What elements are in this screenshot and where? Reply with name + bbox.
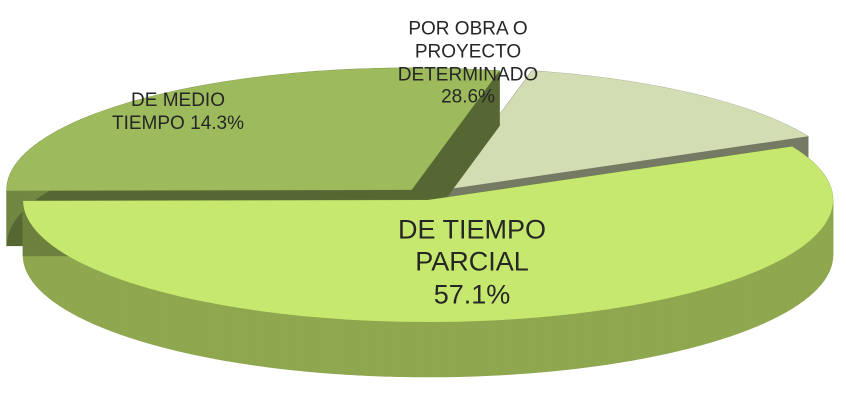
value-label: 28.6% bbox=[441, 86, 495, 108]
slice-side bbox=[264, 311, 279, 369]
slice-side bbox=[688, 290, 701, 349]
slice-side bbox=[513, 317, 528, 375]
slice-side bbox=[499, 318, 515, 376]
slice-label: DE TIEMPO PARCIAL 57.1% bbox=[372, 213, 572, 310]
slice-label: POR OBRA O PROYECTO DETERMINADO 28.6% bbox=[383, 18, 553, 109]
slice-side bbox=[778, 256, 787, 317]
slice-side bbox=[729, 277, 740, 337]
slice-side bbox=[808, 236, 814, 298]
slice-top bbox=[23, 146, 833, 322]
slice bbox=[22, 145, 834, 378]
slice-side bbox=[138, 284, 149, 344]
slice-top bbox=[444, 70, 809, 190]
slice-side bbox=[826, 216, 830, 277]
slice-side bbox=[619, 305, 632, 363]
slice-side bbox=[277, 313, 292, 371]
slice-side bbox=[345, 319, 360, 376]
slice-side bbox=[593, 309, 608, 367]
value-label: 57.1% bbox=[433, 279, 511, 310]
slice-label: DE MEDIO TIEMPO 14.3% bbox=[103, 90, 253, 136]
slice-side bbox=[813, 232, 818, 294]
slice-side bbox=[554, 314, 569, 372]
slice-side bbox=[540, 315, 555, 373]
slice-side bbox=[763, 263, 773, 324]
slice-side bbox=[85, 264, 94, 325]
slice-side bbox=[655, 298, 668, 357]
slice-side bbox=[239, 307, 253, 366]
slice-side bbox=[252, 309, 266, 368]
slice-side bbox=[203, 301, 216, 360]
slice-side bbox=[191, 298, 204, 357]
slice-side bbox=[291, 314, 306, 372]
slice-side bbox=[359, 319, 374, 377]
slice-side bbox=[471, 320, 487, 377]
slice-side bbox=[304, 315, 319, 373]
slice-side bbox=[214, 303, 228, 362]
slice-side bbox=[58, 249, 66, 310]
category-label: DE MEDIO TIEMPO bbox=[112, 90, 225, 134]
slice-side bbox=[631, 302, 644, 361]
slice-side bbox=[771, 260, 780, 320]
slice-side bbox=[227, 305, 241, 364]
slice-side bbox=[401, 321, 416, 378]
slice-side bbox=[387, 321, 402, 378]
slice-side bbox=[567, 312, 582, 370]
slice-side bbox=[747, 271, 757, 331]
slice-side bbox=[119, 278, 129, 338]
slice-side bbox=[331, 318, 346, 375]
slice-side bbox=[78, 261, 87, 321]
slice-top bbox=[6, 67, 500, 191]
slice-side bbox=[180, 296, 193, 355]
slice-side bbox=[317, 317, 333, 374]
slice-side bbox=[64, 253, 72, 314]
value-label: 14.3% bbox=[190, 113, 244, 134]
slice-side bbox=[823, 219, 828, 282]
slice-side bbox=[797, 244, 805, 305]
slice-side bbox=[785, 252, 793, 313]
slice-side bbox=[415, 321, 431, 378]
slice-side bbox=[373, 320, 388, 377]
slice-side bbox=[158, 290, 170, 350]
slice-side bbox=[820, 224, 825, 286]
slice-side bbox=[606, 307, 620, 365]
slice-side bbox=[93, 268, 103, 328]
slice-side bbox=[429, 321, 445, 378]
slice-side bbox=[738, 274, 749, 334]
category-label: DE TIEMPO PARCIAL bbox=[397, 214, 547, 277]
slice-side bbox=[485, 319, 501, 377]
slice-side bbox=[709, 284, 721, 343]
slice-side bbox=[666, 295, 679, 354]
slice-side bbox=[457, 320, 473, 377]
slice-side bbox=[101, 271, 111, 332]
slice-side bbox=[817, 228, 822, 290]
slice-side bbox=[699, 287, 711, 346]
slice-side bbox=[755, 267, 765, 327]
slice-side bbox=[169, 293, 181, 352]
slice-side bbox=[719, 280, 730, 340]
slice-side bbox=[148, 287, 160, 347]
slice-side bbox=[527, 316, 542, 374]
slice-side bbox=[580, 310, 595, 369]
slice-side bbox=[443, 321, 459, 378]
slice-side bbox=[71, 257, 79, 318]
slice-side bbox=[803, 240, 810, 302]
slice-side bbox=[128, 281, 139, 341]
slice-side bbox=[110, 275, 120, 335]
slice-side bbox=[792, 248, 799, 309]
category-label: POR OBRA O PROYECTO DETERMINADO bbox=[397, 18, 539, 85]
slice-side bbox=[643, 300, 656, 359]
slice-side bbox=[677, 292, 690, 352]
